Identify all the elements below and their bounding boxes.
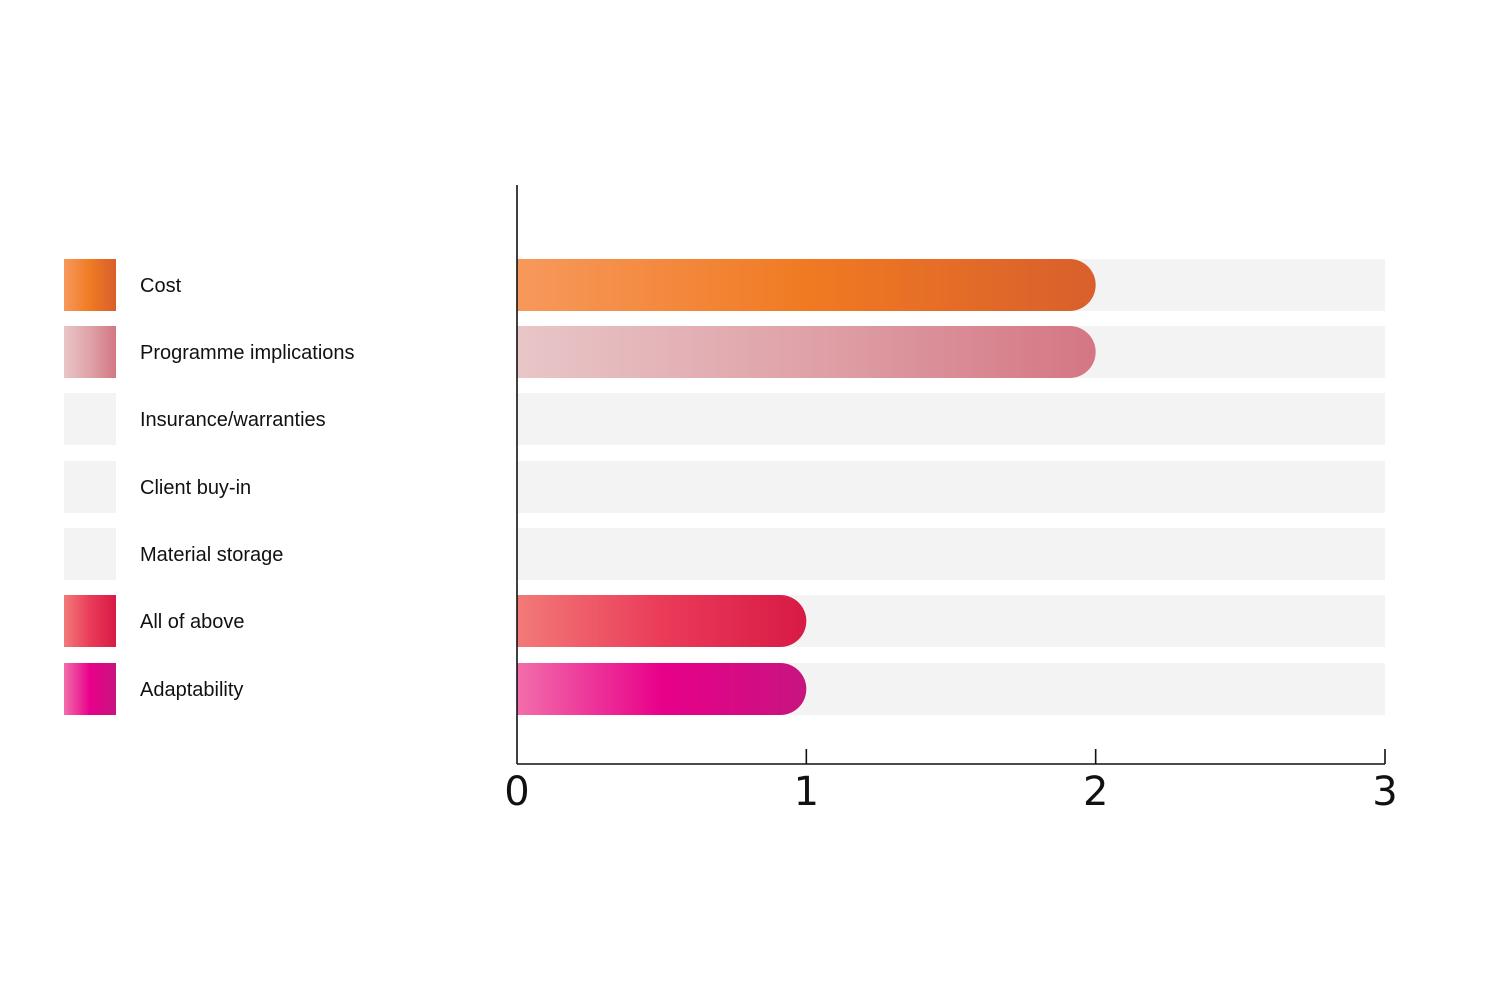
- bar-programme-implications: [517, 326, 1096, 378]
- legend-label-adaptability: Adaptability: [140, 679, 243, 701]
- legend-swatch-insurance-warranties: [64, 393, 116, 445]
- legend-label-all-of-above: All of above: [140, 611, 245, 633]
- bar-track-insurance-warranties: [517, 393, 1385, 445]
- bars: [517, 259, 1096, 715]
- legend-label-cost: Cost: [140, 275, 182, 297]
- legend: Cost Programme implications Insurance/warr…: [64, 259, 355, 715]
- x-tick-label-1: 1: [794, 769, 819, 815]
- legend-swatch-client-buy-in: [64, 461, 116, 513]
- bar-adaptability: [517, 663, 807, 715]
- legend-swatch-cost: [64, 259, 116, 311]
- x-tick-label-3: 3: [1372, 769, 1397, 815]
- x-tick-label-2: 2: [1083, 769, 1108, 815]
- x-axis-ticks: 0 1 2 3: [504, 749, 1398, 815]
- bar-cost: [517, 259, 1096, 311]
- x-tick-label-0: 0: [504, 769, 529, 815]
- axes: [516, 185, 1385, 765]
- bar-track-client-buy-in: [517, 461, 1385, 513]
- bar-tracks: [517, 259, 1385, 715]
- legend-swatch-adaptability: [64, 663, 116, 715]
- bar-track-material-storage: [517, 528, 1385, 580]
- legend-swatch-programme-implications: [64, 326, 116, 378]
- legend-label-client-buy-in: Client buy-in: [140, 477, 251, 499]
- bar-all-of-above: [517, 595, 807, 647]
- legend-swatch-all-of-above: [64, 595, 116, 647]
- legend-swatch-material-storage: [64, 528, 116, 580]
- legend-label-material-storage: Material storage: [140, 544, 283, 566]
- legend-label-insurance-warranties: Insurance/warranties: [140, 409, 326, 431]
- legend-label-programme-implications: Programme implications: [140, 342, 355, 364]
